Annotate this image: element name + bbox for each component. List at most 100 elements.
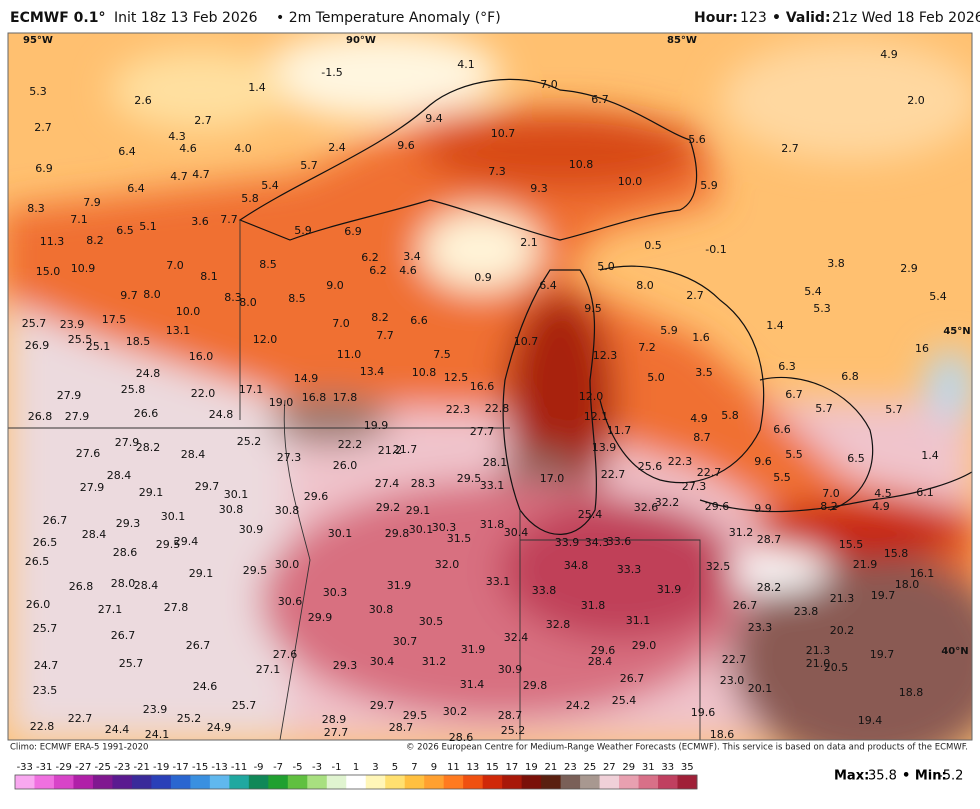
station-value: 21.2 bbox=[378, 444, 403, 457]
station-value: 29.5 bbox=[243, 564, 268, 577]
station-value: 30.5 bbox=[419, 615, 444, 628]
station-value: 2.7 bbox=[194, 114, 212, 127]
colorbar-swatch bbox=[677, 775, 698, 789]
station-value: 32.0 bbox=[435, 558, 460, 571]
station-value: 5.5 bbox=[785, 448, 803, 461]
station-value: 24.2 bbox=[566, 699, 591, 712]
colorbar-label: 33 bbox=[661, 762, 674, 773]
colorbar-label: -19 bbox=[153, 762, 169, 773]
station-value: 7.0 bbox=[540, 78, 558, 91]
station-value: 26.0 bbox=[26, 598, 51, 611]
colorbar-swatch bbox=[346, 775, 367, 789]
station-value: 10.8 bbox=[412, 366, 437, 379]
station-value: 18.5 bbox=[126, 335, 151, 348]
station-value: 27.7 bbox=[324, 726, 349, 739]
station-value: 33.1 bbox=[486, 575, 511, 588]
station-value: 4.7 bbox=[192, 168, 210, 181]
station-value: 2.7 bbox=[781, 142, 799, 155]
colorbar-label: 19 bbox=[525, 762, 538, 773]
station-value: 29.1 bbox=[406, 504, 431, 517]
station-value: 16 bbox=[915, 342, 929, 355]
station-value: 25.7 bbox=[22, 317, 47, 330]
hour-value: 123 bbox=[740, 10, 767, 26]
colorbar-swatch bbox=[73, 775, 94, 789]
colorbar-label: -7 bbox=[273, 762, 283, 773]
station-value: 12.3 bbox=[593, 349, 618, 362]
station-value: 26.7 bbox=[620, 672, 645, 685]
station-value: 6.6 bbox=[410, 314, 428, 327]
station-value: 6.4 bbox=[127, 182, 145, 195]
station-value: 21.3 bbox=[830, 592, 855, 605]
station-value: 26.7 bbox=[43, 514, 68, 527]
station-value: 12.0 bbox=[253, 333, 278, 346]
colorbar-swatch bbox=[424, 775, 445, 789]
station-value: 7.7 bbox=[376, 329, 394, 342]
valid-time: 21z Wed 18 Feb 2026 bbox=[832, 10, 980, 26]
station-value: 25.2 bbox=[501, 724, 526, 737]
station-value: 31.4 bbox=[460, 678, 485, 691]
colorbar-label: 9 bbox=[431, 762, 437, 773]
station-value: 8.0 bbox=[143, 288, 161, 301]
station-value: 9.9 bbox=[754, 502, 772, 515]
station-value: 5.3 bbox=[813, 302, 831, 315]
station-value: 5.4 bbox=[929, 290, 947, 303]
station-value: 31.9 bbox=[657, 583, 682, 596]
station-value: 27.8 bbox=[164, 601, 189, 614]
station-value: 15.0 bbox=[36, 265, 61, 278]
station-value: 33.8 bbox=[532, 584, 557, 597]
station-value: 6.4 bbox=[118, 145, 136, 158]
grid-label: 45°N bbox=[943, 326, 970, 337]
min-value: -5.2 bbox=[938, 769, 963, 784]
colorbar-swatch bbox=[580, 775, 601, 789]
station-value: 26.9 bbox=[25, 339, 50, 352]
station-value: 19.6 bbox=[691, 706, 716, 719]
colorbar-swatch bbox=[502, 775, 523, 789]
station-value: 11.3 bbox=[40, 235, 65, 248]
station-value: 9.5 bbox=[584, 302, 602, 315]
station-value: 28.4 bbox=[107, 469, 132, 482]
station-value: 5.9 bbox=[294, 224, 312, 237]
station-value: 3.4 bbox=[403, 250, 421, 263]
station-value: 28.2 bbox=[757, 581, 782, 594]
station-value: 16.0 bbox=[189, 350, 214, 363]
station-value: 29.7 bbox=[370, 699, 395, 712]
station-value: 5.4 bbox=[261, 179, 279, 192]
station-value: 26.5 bbox=[33, 536, 58, 549]
station-value: 6.6 bbox=[773, 423, 791, 436]
grid-label: 40°N bbox=[941, 646, 968, 657]
station-value: 8.2 bbox=[820, 500, 838, 513]
colorbar-label: -29 bbox=[56, 762, 72, 773]
station-value: 12.0 bbox=[579, 390, 604, 403]
colorbar-swatch bbox=[326, 775, 347, 789]
station-value: 25.5 bbox=[68, 333, 93, 346]
station-value: 32.2 bbox=[655, 496, 680, 509]
colorbar-label: 17 bbox=[506, 762, 519, 773]
station-value: 2.0 bbox=[907, 94, 925, 107]
station-value: 21.0 bbox=[806, 657, 831, 670]
station-value: 32.6 bbox=[634, 501, 659, 514]
station-value: 29.6 bbox=[304, 490, 329, 503]
station-value: 8.2 bbox=[86, 234, 104, 247]
colorbar-label: -17 bbox=[172, 762, 188, 773]
station-value: 27.6 bbox=[273, 648, 298, 661]
colorbar-swatch bbox=[170, 775, 191, 789]
station-value: -0.1 bbox=[705, 243, 726, 256]
station-value: 8.3 bbox=[27, 202, 45, 215]
station-value: 5.0 bbox=[597, 260, 615, 273]
station-value: 32.4 bbox=[504, 631, 529, 644]
station-value: 29.3 bbox=[333, 659, 358, 672]
colorbar-swatch bbox=[34, 775, 55, 789]
station-value: 30.4 bbox=[504, 526, 529, 539]
station-value: 31.9 bbox=[461, 643, 486, 656]
station-value: 24.9 bbox=[207, 721, 232, 734]
station-value: 5.6 bbox=[688, 133, 706, 146]
station-value: 19.7 bbox=[870, 648, 895, 661]
station-value: 22.7 bbox=[697, 466, 722, 479]
colorbar-swatch bbox=[131, 775, 152, 789]
colorbar-swatch bbox=[287, 775, 308, 789]
station-value: 4.9 bbox=[690, 412, 708, 425]
station-value: 22.7 bbox=[601, 468, 626, 481]
station-value: 31.9 bbox=[387, 579, 412, 592]
colorbar-frame bbox=[14, 774, 698, 790]
